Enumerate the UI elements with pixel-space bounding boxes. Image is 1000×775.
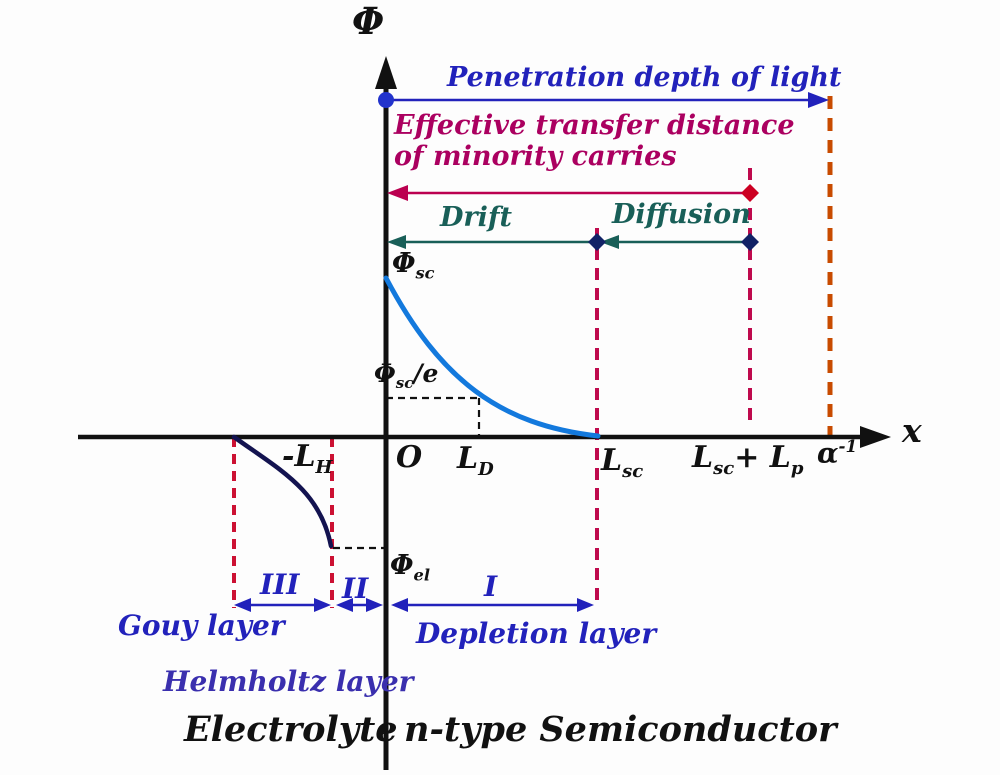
semiconductor-label: n-type Semiconductor	[404, 709, 837, 750]
tick-lsc: Lsc	[601, 443, 644, 483]
region-iii-left-arrowhead	[234, 598, 251, 612]
penetration-arrowhead	[808, 92, 829, 108]
drift-diffusion-boundary-diamond	[588, 233, 606, 251]
tick-ld-sub: D	[478, 459, 494, 480]
region-i-label: I	[484, 570, 498, 603]
tick-alpha-inverse: α-1	[817, 436, 858, 470]
tick-lsc-plus-lp-op: +	[734, 440, 770, 475]
tick-lsc-plus-lp-b2: L	[769, 440, 791, 475]
effective-transfer-line2: of minority carries	[394, 141, 677, 173]
penetration-label-text: Penetration depth of light	[447, 62, 842, 93]
diffusion-end-diamond	[741, 233, 759, 251]
tick-lsc-base: L	[601, 443, 623, 478]
electrolyte-potential-curve	[231, 434, 334, 549]
origin-label: O	[396, 440, 423, 476]
tick-ld-base: L	[457, 441, 479, 476]
phi-el-label: Φel	[390, 550, 430, 585]
x-axis-arrowhead	[860, 426, 891, 448]
region-i-left-arrowhead	[391, 598, 408, 612]
phi-el-sub: el	[413, 565, 430, 585]
drift-arrowhead	[387, 235, 406, 249]
drift-label-text: Drift	[440, 202, 512, 233]
drift-label: Drift	[440, 202, 512, 233]
x-axis-label: x	[902, 412, 922, 450]
region-iii-right-arrowhead	[314, 598, 331, 612]
effective-transfer-diamond	[741, 184, 759, 202]
diffusion-arrowhead	[600, 235, 619, 249]
y-axis-label: Φ	[352, 0, 384, 43]
diffusion-label: Diffusion	[612, 199, 751, 230]
y-axis-label-text: Φ	[352, 0, 385, 43]
tick-lsc-sub: sc	[622, 461, 644, 482]
penetration-label: Penetration depth of light	[447, 62, 841, 93]
region-iii-text: III	[260, 568, 300, 601]
electrolyte-text: Electrolyte	[184, 709, 398, 750]
depletion-layer-label: Depletion layer	[416, 617, 657, 650]
electrolyte-label: Electrolyte	[184, 709, 398, 750]
phi-sc-over-e-rest: /e	[413, 359, 439, 388]
region-ii-left-arrowhead	[336, 598, 353, 612]
effective-transfer-label: Effective transfer distance of minority …	[394, 110, 795, 172]
region-iii-label: III	[260, 568, 300, 601]
phi-sc-label: Φsc	[392, 248, 435, 283]
effective-transfer-line1: Effective transfer distance	[394, 110, 795, 141]
tick-lsc-plus-lp-s2: p	[790, 458, 804, 479]
tick-alpha-sup: -1	[838, 436, 858, 456]
tick-lsc-plus-lp: Lsc+ Lp	[692, 440, 804, 480]
y-axis-arrowhead	[375, 56, 397, 89]
phi-sc-over-e-base: Φ	[374, 359, 396, 388]
tick-lsc-plus-lp-b1: L	[692, 440, 714, 475]
phi-el-base: Φ	[390, 550, 414, 581]
phi-sc-sub: sc	[415, 263, 435, 283]
penetration-origin-dot	[378, 92, 394, 108]
helmholtz-layer-text: Helmholtz layer	[163, 665, 414, 698]
region-ii-right-arrowhead	[366, 598, 383, 612]
region-ii-label: II	[342, 572, 369, 605]
tick-alpha-base: α	[817, 436, 839, 470]
origin-label-text: O	[396, 440, 423, 475]
semiconductor-text: n-type Semiconductor	[404, 709, 837, 750]
tick-minus-lh-sub: H	[315, 457, 333, 478]
tick-ld: LD	[457, 441, 494, 481]
depletion-layer-text: Depletion layer	[416, 617, 657, 650]
phi-sc-base: Φ	[392, 248, 416, 279]
gouy-layer-label: Gouy layer	[118, 609, 285, 642]
region-i-right-arrowhead	[577, 598, 594, 612]
effective-transfer-arrowhead	[387, 185, 408, 201]
gouy-layer-text: Gouy layer	[118, 609, 285, 642]
region-i-text: I	[484, 570, 498, 603]
phi-sc-over-e-label: Φsc/e	[374, 359, 439, 392]
tick-minus-lh: -LH	[282, 439, 333, 479]
tick-minus-lh-base: -L	[282, 439, 316, 474]
tick-lsc-plus-lp-s1: sc	[713, 458, 735, 479]
x-axis-label-text: x	[902, 411, 922, 450]
phi-sc-over-e-sub: sc	[395, 374, 414, 392]
diffusion-label-text: Diffusion	[612, 199, 751, 230]
helmholtz-layer-label: Helmholtz layer	[163, 665, 414, 698]
region-ii-text: II	[342, 572, 369, 605]
semiconductor-potential-curve	[383, 275, 601, 439]
